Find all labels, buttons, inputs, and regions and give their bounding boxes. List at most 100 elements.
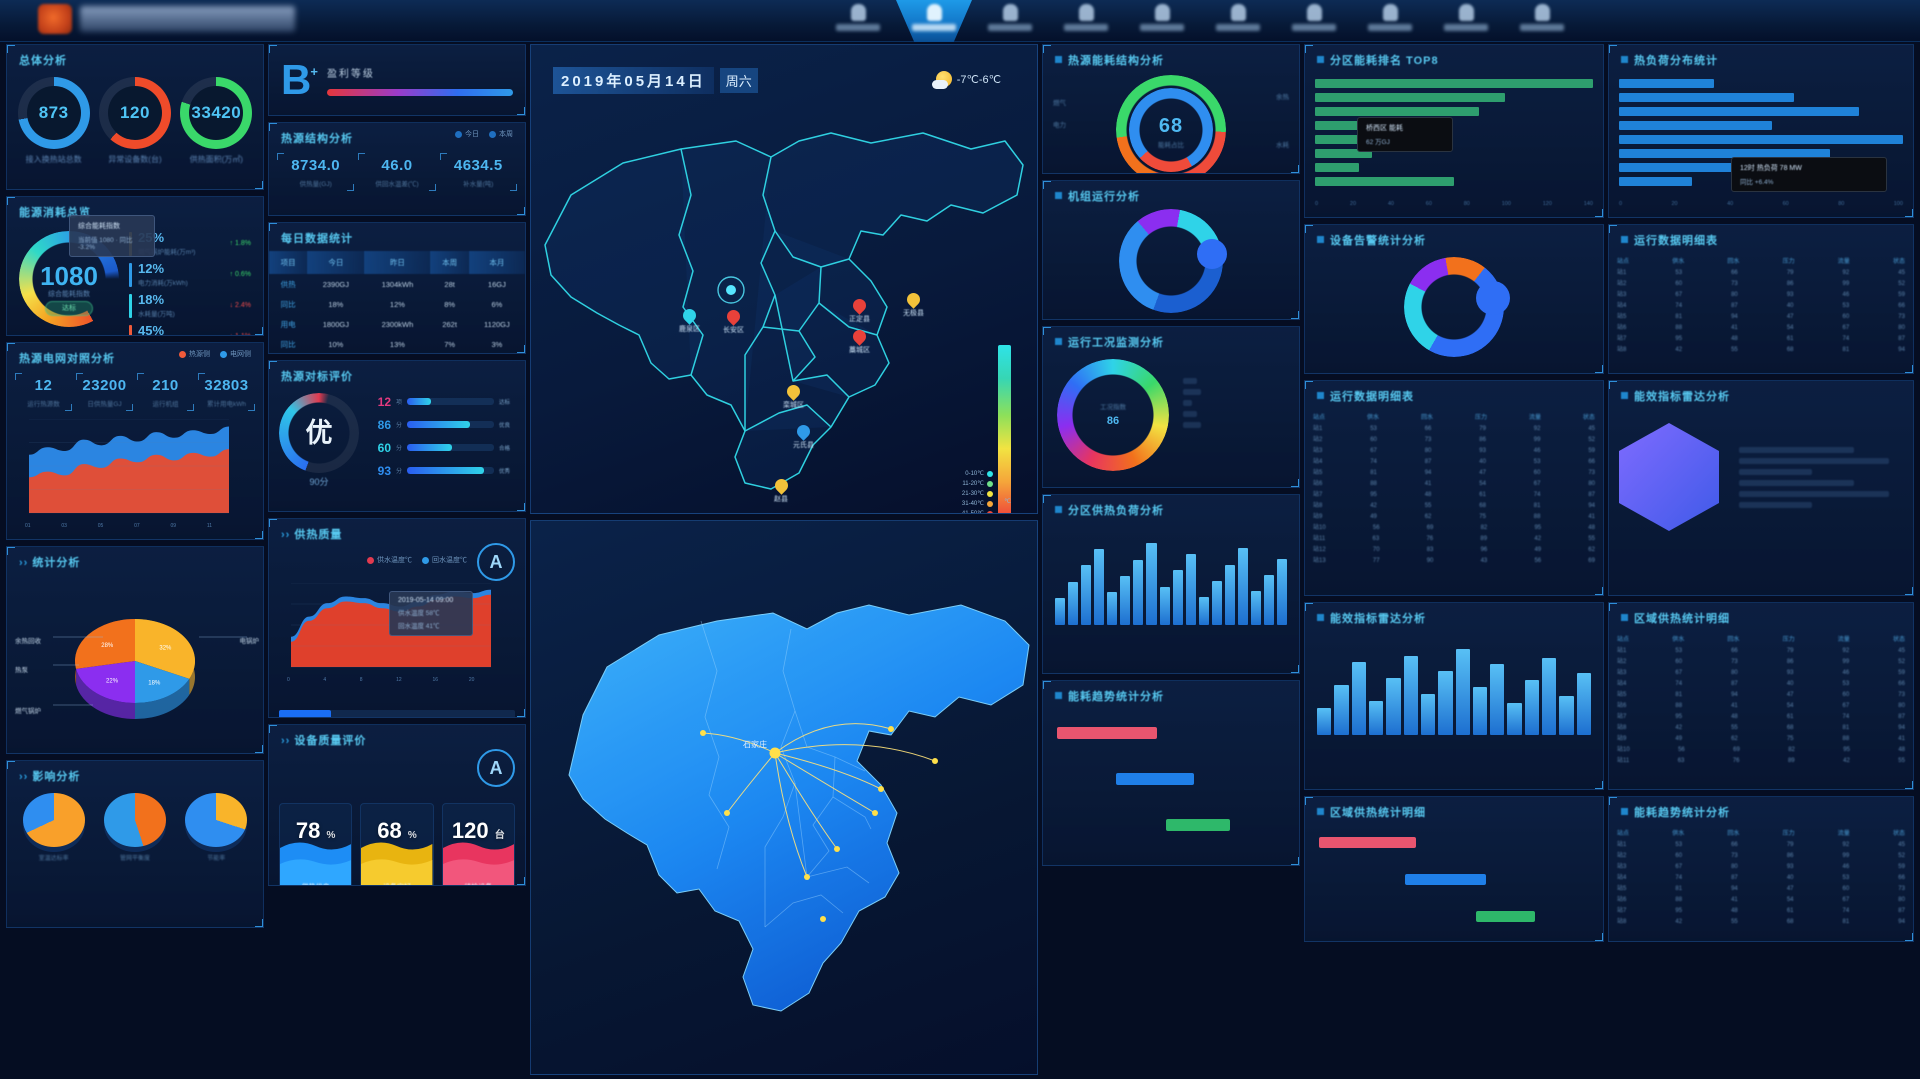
map-pin[interactable]: 元氏县: [793, 422, 814, 450]
legend-item[interactable]: 电网侧: [220, 349, 251, 359]
bar[interactable]: [1172, 570, 1183, 625]
table-row[interactable]: 站5 81 94 47 60 73: [1617, 312, 1905, 323]
bar[interactable]: [1094, 549, 1105, 625]
table-row[interactable]: 站6 88 41 54 67 80: [1617, 701, 1905, 712]
table-row[interactable]: 站10 56 69 82 95 48: [1313, 523, 1595, 534]
bar[interactable]: [1224, 564, 1235, 625]
table-row[interactable]: 站5 81 94 47 60 73: [1617, 690, 1905, 701]
map-pin[interactable]: 正定县: [849, 296, 870, 324]
legend-item[interactable]: 热源侧: [179, 349, 210, 359]
table-row[interactable]: 站2 60 73 86 99 52: [1617, 851, 1905, 862]
region-flow-map[interactable]: 石家庄: [530, 520, 1038, 1075]
device-badge[interactable]: A: [477, 749, 515, 787]
table-row[interactable]: 站7 95 48 61 74 87: [1617, 906, 1905, 917]
bar[interactable]: [1159, 586, 1170, 625]
bar[interactable]: [1619, 121, 1772, 130]
table-row[interactable]: 站11 63 76 89 42 55: [1313, 534, 1595, 545]
table-row[interactable]: 站8 42 55 68 81 94: [1617, 723, 1905, 734]
bar[interactable]: [1198, 597, 1209, 625]
table-row[interactable]: 站4 74 87 40 53 66: [1617, 301, 1905, 312]
bar[interactable]: [1315, 177, 1454, 186]
table-row[interactable]: 站2 60 73 86 99 52: [1313, 435, 1595, 446]
nav-item-ticket[interactable]: [1276, 0, 1352, 42]
table-row[interactable]: 站1 53 66 79 92 45: [1313, 424, 1595, 435]
bar[interactable]: [1420, 693, 1436, 735]
map-pin[interactable]: 鹿泉区: [679, 306, 700, 334]
nav-item-pipe[interactable]: [972, 0, 1048, 42]
nav-item-chart[interactable]: [1200, 0, 1276, 42]
bar[interactable]: [1619, 163, 1751, 172]
supply-badge[interactable]: A: [477, 543, 515, 581]
table-row[interactable]: 站3 67 80 93 46 59: [1617, 290, 1905, 301]
bar[interactable]: [1524, 680, 1540, 735]
table-row[interactable]: 站8 42 55 68 81 94: [1617, 345, 1905, 356]
table-row[interactable]: 站8 42 55 68 81 94: [1617, 917, 1905, 928]
legend-item[interactable]: 供水温度℃: [367, 555, 412, 565]
table-row[interactable]: 站9 49 62 75 88 41: [1617, 734, 1905, 745]
bar[interactable]: [1068, 581, 1079, 625]
table-row[interactable]: 站6 88 41 54 67 80: [1617, 323, 1905, 334]
table-row[interactable]: 供热 2390GJ 1304kWh 28t 16GJ: [269, 274, 525, 294]
bar[interactable]: [1055, 598, 1066, 625]
metric-card[interactable]: 120 台待检设备: [441, 803, 515, 885]
bar[interactable]: [1315, 107, 1480, 116]
metric-card[interactable]: 78 % 供热优良: [279, 803, 353, 885]
bar[interactable]: [1619, 79, 1714, 88]
table-row[interactable]: 站1 53 66 79 92 45: [1617, 840, 1905, 851]
bar[interactable]: [1619, 149, 1831, 158]
bar[interactable]: [1472, 686, 1488, 735]
table-row[interactable]: 同比 10% 13% 7% 3%: [269, 334, 525, 353]
table-row[interactable]: 站4 74 87 40 53 66: [1617, 873, 1905, 884]
bar[interactable]: [1542, 657, 1557, 735]
bar[interactable]: [1490, 664, 1505, 735]
bar[interactable]: [1211, 580, 1222, 625]
bar[interactable]: [1185, 553, 1196, 625]
nav-item-station[interactable]: [1048, 0, 1124, 42]
metric-card[interactable]: 68 % 设备完好: [360, 803, 434, 885]
legend-item[interactable]: 本周: [489, 129, 513, 139]
table-row[interactable]: 站2 60 73 86 99 52: [1617, 657, 1905, 668]
nav-item-gear[interactable]: [1504, 0, 1580, 42]
chart-scrollbar[interactable]: [279, 710, 515, 717]
table-row[interactable]: 站5 81 94 47 60 73: [1313, 468, 1595, 479]
legend-item[interactable]: 回水温度℃: [422, 555, 467, 565]
bar[interactable]: [1438, 671, 1453, 735]
bar[interactable]: [1133, 559, 1144, 625]
nav-item-alarm[interactable]: [1428, 0, 1504, 42]
map-pin[interactable]: 藁城区: [849, 327, 870, 355]
table-row[interactable]: 站13 77 90 43 56 69: [1313, 556, 1595, 567]
table-row[interactable]: 站4 74 87 40 53 66: [1617, 679, 1905, 690]
nav-item-house[interactable]: [1124, 0, 1200, 42]
table-row[interactable]: 站3 67 80 93 46 59: [1617, 668, 1905, 679]
scrollbar-thumb[interactable]: [279, 710, 331, 717]
bar[interactable]: [1107, 592, 1118, 625]
table-row[interactable]: 站4 74 87 40 53 66: [1313, 457, 1595, 468]
table-row[interactable]: 站7 95 48 61 74 87: [1617, 712, 1905, 723]
bar[interactable]: [1455, 648, 1470, 735]
table-row[interactable]: 站6 88 41 54 67 80: [1617, 895, 1905, 906]
table-row[interactable]: 站3 67 80 93 46 59: [1617, 862, 1905, 873]
bar[interactable]: [1403, 655, 1418, 735]
bar[interactable]: [1315, 135, 1398, 144]
bar[interactable]: [1264, 575, 1275, 625]
bar[interactable]: [1146, 543, 1157, 625]
app-logo[interactable]: [0, 0, 295, 34]
bar[interactable]: [1386, 678, 1401, 735]
bar[interactable]: [1120, 576, 1131, 625]
bar[interactable]: [1619, 177, 1692, 186]
region-heat-map[interactable]: 2019年05月14日 周六 -7℃-6℃ 长安区 正定县 藁城区 栾城区 元氏县 赵县 无…: [530, 44, 1038, 514]
bar[interactable]: [1315, 149, 1372, 158]
map-pin[interactable]: 长安区: [723, 307, 744, 335]
bar[interactable]: [1081, 565, 1092, 625]
table-row[interactable]: 站5 81 94 47 60 73: [1617, 884, 1905, 895]
table-row[interactable]: 用电 1800GJ 2300kWh 262t 1120GJ: [269, 314, 525, 334]
bar[interactable]: [1277, 558, 1288, 625]
bar[interactable]: [1619, 135, 1903, 144]
nav-item-plant[interactable]: [896, 0, 972, 42]
table-row[interactable]: 站7 95 48 61 74 87: [1313, 490, 1595, 501]
table-row[interactable]: 站8 42 55 68 81 94: [1313, 501, 1595, 512]
map-pin[interactable]: 赵县: [771, 476, 791, 504]
bar[interactable]: [1619, 93, 1794, 102]
bar[interactable]: [1368, 700, 1384, 735]
table-row[interactable]: 站10 56 69 82 95 48: [1617, 745, 1905, 756]
